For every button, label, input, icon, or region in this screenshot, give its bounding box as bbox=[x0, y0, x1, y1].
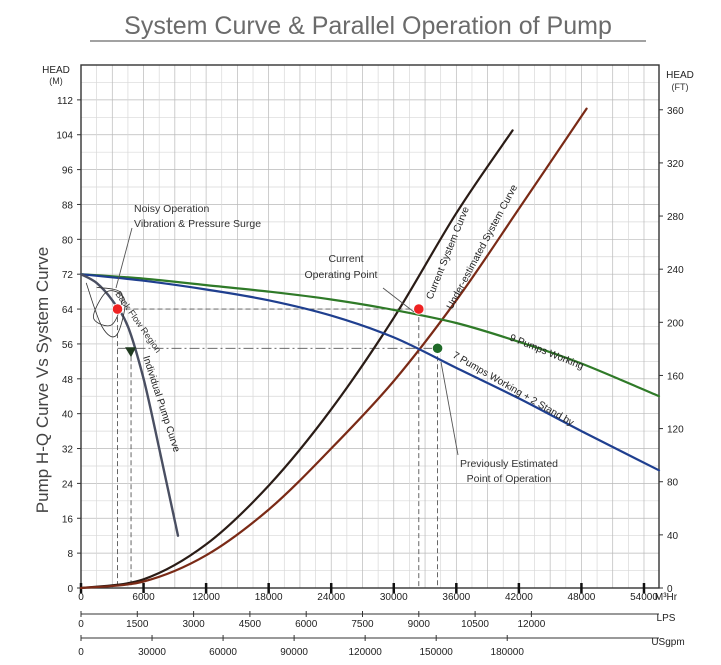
individual-pump-marker bbox=[125, 347, 137, 358]
y-right-tick-label: 160 bbox=[667, 371, 684, 382]
x-m3hr-tick-label: 0 bbox=[78, 592, 84, 603]
annotations: Noisy Operation Vibration & Pressure Surg… bbox=[113, 183, 585, 485]
x-lps-tick-label: 4500 bbox=[239, 619, 262, 630]
previous-label-line2: Point of Operation bbox=[467, 473, 552, 485]
x-lps-tick-label: 12000 bbox=[517, 619, 545, 630]
y-right-tick-label: 120 bbox=[667, 425, 684, 436]
chart-title: System Curve & Parallel Operation of Pum… bbox=[124, 12, 612, 40]
y-left-tick-label: 8 bbox=[67, 549, 73, 560]
label-individual-pump: Individual Pump Curve bbox=[140, 355, 182, 454]
x-lps-unit: LPS bbox=[657, 613, 676, 624]
x-m3hr-tick-label: 6000 bbox=[132, 592, 155, 603]
x-lps-tick-label: 0 bbox=[78, 619, 84, 630]
x-usgpm-tick-label: 0 bbox=[78, 647, 84, 658]
series-line-4 bbox=[79, 273, 180, 537]
current-label-line1: Current bbox=[328, 253, 363, 265]
y-left-tick-label: 56 bbox=[62, 340, 74, 351]
x-lps-tick-label: 6000 bbox=[295, 619, 318, 630]
noisy-leader bbox=[115, 227, 133, 289]
x-usgpm-tick-label: 180000 bbox=[491, 647, 525, 658]
x-lps-tick-label: 3000 bbox=[182, 619, 205, 630]
series-line-0 bbox=[79, 129, 514, 590]
y-left-tick-label: 112 bbox=[57, 96, 73, 107]
y-right-title: HEAD bbox=[666, 70, 694, 81]
current-operating-point bbox=[413, 303, 425, 315]
y-right-tick-label: 320 bbox=[667, 159, 684, 170]
x-lps-tick-label: 9000 bbox=[408, 619, 431, 630]
current-leader bbox=[382, 287, 415, 313]
y-right-tick-label: 80 bbox=[667, 478, 679, 489]
x-usgpm-tick-label: 150000 bbox=[419, 647, 453, 658]
x-m3hr-tick-label: 12000 bbox=[192, 592, 220, 603]
backflow-region bbox=[85, 282, 126, 338]
x-usgpm-tick-label: 60000 bbox=[209, 647, 237, 658]
y-left-tick-label: 16 bbox=[62, 514, 74, 525]
x-lps-tick-label: 1500 bbox=[126, 619, 149, 630]
previous-leader bbox=[440, 361, 459, 456]
label-9-pumps: 9 Pumps Working bbox=[508, 333, 585, 373]
y-left-title: HEAD bbox=[42, 65, 70, 76]
y-left-tick-label: 72 bbox=[62, 270, 74, 281]
x-lps-tick-label: 7500 bbox=[351, 619, 374, 630]
x-usgpm-tick-label: 120000 bbox=[348, 647, 382, 658]
previously-estimated-point bbox=[431, 342, 444, 354]
x-m3hr-unit: M³Hr bbox=[655, 592, 678, 603]
y-left-tick-label: 48 bbox=[62, 375, 74, 386]
y-left-tick-label: 104 bbox=[56, 131, 73, 142]
y-left-tick-label: 0 bbox=[67, 584, 73, 595]
current-label-line2: Operating Point bbox=[305, 269, 378, 281]
reference-lines bbox=[117, 308, 439, 588]
x-usgpm-tick-label: 90000 bbox=[280, 647, 308, 658]
y-left-tick-label: 24 bbox=[62, 479, 74, 490]
y-left-unit: (M) bbox=[49, 76, 63, 86]
y-right-tick-label: 360 bbox=[667, 106, 684, 117]
noisy-point bbox=[111, 303, 124, 315]
x-usgpm-unit: USgpm bbox=[651, 637, 684, 648]
x-m3hr-tick-label: 48000 bbox=[568, 592, 596, 603]
y-left-tick-label: 40 bbox=[62, 410, 74, 421]
y-left-tick-label: 80 bbox=[62, 235, 74, 246]
series-lines bbox=[79, 107, 661, 590]
x-m3hr-tick-label: 42000 bbox=[505, 592, 533, 603]
y-axis-label: Pump H-Q Curve Vs System Curve bbox=[33, 247, 52, 513]
y-right-tick-label: 240 bbox=[667, 265, 684, 276]
previous-label-line1: Previously Estimated bbox=[460, 458, 558, 470]
y-right-tick-label: 200 bbox=[667, 318, 684, 329]
x-lps-tick-label: 10500 bbox=[461, 619, 489, 630]
y-right-unit: (FT) bbox=[672, 82, 689, 92]
y-left-tick-label: 88 bbox=[62, 200, 74, 211]
y-left-tick-label: 32 bbox=[62, 445, 74, 456]
y-left-tick-label: 64 bbox=[62, 305, 74, 316]
y-right-tick-label: 0 bbox=[667, 584, 673, 595]
x-m3hr-tick-label: 24000 bbox=[317, 592, 345, 603]
plot-frame bbox=[80, 64, 660, 589]
y-right-tick-label: 280 bbox=[667, 212, 684, 223]
operating-points bbox=[111, 303, 444, 358]
noisy-label-line2: Vibration & Pressure Surge bbox=[134, 218, 261, 230]
x-usgpm-tick-label: 30000 bbox=[138, 647, 166, 658]
label-backflow: Back Flow Region bbox=[113, 289, 163, 354]
noisy-label-line1: Noisy Operation bbox=[134, 203, 209, 215]
x-m3hr-tick-label: 36000 bbox=[442, 592, 470, 603]
y-left-tick-label: 96 bbox=[62, 166, 74, 177]
grid bbox=[81, 65, 659, 588]
x-m3hr-tick-label: 18000 bbox=[255, 592, 283, 603]
series-line-3 bbox=[79, 273, 661, 472]
y-right-tick-label: 40 bbox=[667, 531, 679, 542]
x-m3hr-tick-label: 54000 bbox=[630, 592, 658, 603]
axis-ticks: 081624324048566472808896104112HEAD(M)040… bbox=[42, 65, 694, 658]
x-m3hr-tick-label: 30000 bbox=[380, 592, 408, 603]
series-line-2 bbox=[79, 273, 661, 398]
series-line-1 bbox=[79, 107, 588, 590]
